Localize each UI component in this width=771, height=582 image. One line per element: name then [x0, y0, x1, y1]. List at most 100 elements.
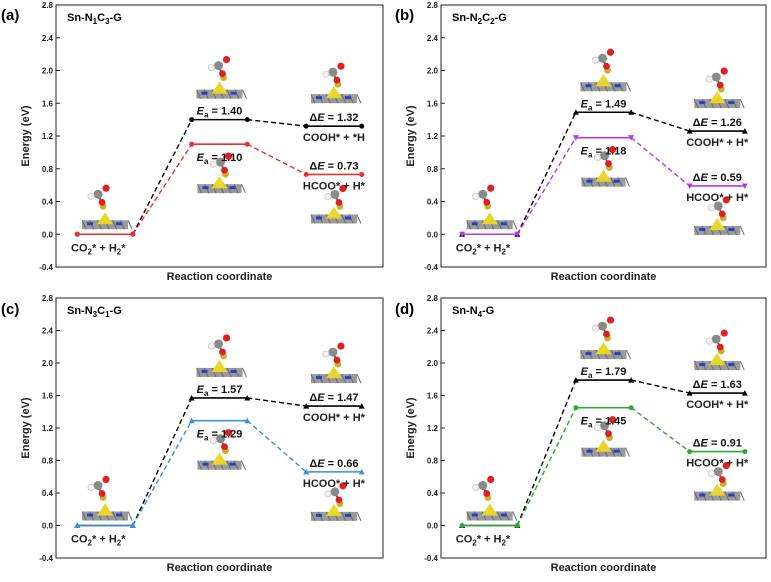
slab-structure-initial: [466, 503, 518, 521]
x-axis-title: Reaction coordinate: [551, 562, 657, 574]
connector-cooh: [516, 111, 577, 235]
data-point: [572, 135, 579, 141]
molecule-icon: [593, 146, 617, 172]
x-axis-title: Reaction coordinate: [551, 271, 657, 283]
panel-letter: (b): [395, 7, 414, 24]
label-initial-state: CO2* + H2*: [456, 534, 511, 548]
label-de-lower: ΔE = 0.91: [693, 438, 742, 450]
label-de-lower: ΔE = 0.59: [693, 172, 742, 184]
y-tick-label: -0.4: [424, 263, 438, 272]
label-ea-lower: Ea = 1.18: [581, 146, 627, 160]
y-tick-label: 2.8: [427, 1, 439, 10]
connector-cooh: [247, 397, 307, 407]
y-tick-label: 2.4: [427, 327, 439, 336]
data-point: [741, 390, 748, 396]
label-final-lower: HCOO* + H*: [303, 180, 366, 192]
molecule-icon: [707, 196, 730, 222]
data-point: [303, 123, 309, 129]
panel-title: Sn-N1C3-G: [67, 12, 122, 26]
connector-hcoo: [516, 137, 577, 235]
label-ea-lower: Ea = 1.29: [197, 429, 243, 443]
y-tick-label: 2.0: [427, 67, 439, 76]
data-point: [358, 403, 365, 409]
label-ea-upper: Ea = 1.79: [581, 366, 627, 380]
data-point: [459, 231, 466, 238]
data-point: [359, 171, 365, 177]
slab-structure-ts-cooh: [196, 359, 247, 378]
y-tick-label: 1.6: [42, 99, 54, 108]
y-tick-label: 1.2: [427, 424, 439, 433]
data-point: [628, 377, 635, 383]
panel-letter: (d): [395, 301, 414, 318]
y-tick-label: 2.4: [42, 327, 54, 336]
label-ea-lower: Ea = 1.10: [197, 152, 243, 166]
label-final-upper: COOH* + H*: [686, 399, 749, 411]
slab-structure-ts-cooh: [580, 74, 631, 92]
label-de-upper: ΔE = 1.63: [693, 379, 742, 391]
slab-structure-ts-hcoo: [197, 176, 246, 194]
y-tick-label: -0.4: [39, 263, 53, 272]
y-tick-label: 1.2: [42, 132, 54, 141]
molecule-icon: [208, 334, 231, 360]
molecule-icon: [324, 482, 347, 508]
slab-structure-final-hcoo: [693, 217, 745, 236]
y-tick-label: 1.6: [42, 392, 54, 401]
connector-hcoo: [246, 143, 307, 176]
y-tick-label: 1.2: [42, 424, 54, 433]
slab-structure-final-cooh: [310, 86, 362, 104]
molecule-icon: [87, 475, 110, 501]
y-tick-label: 0.0: [427, 230, 439, 239]
data-point: [359, 123, 365, 129]
connector-hcoo: [516, 407, 577, 526]
label-initial-state: CO2* + H2*: [456, 242, 511, 256]
y-tick-label: 2.8: [42, 294, 54, 303]
label-initial-state: CO2* + H2*: [71, 242, 126, 256]
y-axis-title: Energy (eV): [405, 397, 417, 458]
connector-cooh: [630, 379, 690, 394]
label-de-lower: ΔE = 0.66: [309, 458, 358, 470]
y-tick-label: 2.8: [427, 294, 439, 303]
y-axis-title: Energy (eV): [20, 397, 32, 458]
panel-title: Sn-N3C1-G: [67, 305, 122, 319]
molecule-icon: [472, 184, 495, 210]
data-point: [244, 394, 251, 401]
y-axis-title: Energy (eV): [405, 105, 417, 166]
slab-structure-initial: [81, 212, 133, 230]
y-axis-title: Energy (eV): [20, 105, 32, 166]
slab-structure-initial: [81, 503, 133, 521]
label-ea-upper: Ea = 1.57: [197, 384, 243, 398]
slab-structure-ts-hcoo: [581, 439, 630, 457]
data-point: [188, 394, 195, 401]
y-tick-label: 2.0: [427, 359, 439, 368]
molecule-icon: [591, 316, 615, 342]
slab-structure-ts-cooh: [580, 342, 631, 360]
y-tick-label: -0.4: [424, 554, 438, 563]
data-point: [686, 183, 693, 189]
connector-cooh: [247, 118, 307, 127]
connector-hcoo: [132, 420, 193, 526]
data-point: [686, 390, 693, 396]
label-final-upper: COOH* + H*: [303, 412, 366, 424]
label-ea-upper: Ea = 1.40: [197, 106, 243, 120]
y-tick-label: 0.0: [427, 522, 439, 531]
label-de-upper: ΔE = 1.26: [693, 117, 742, 129]
data-point: [303, 403, 310, 409]
data-point: [188, 417, 195, 424]
molecule-icon: [87, 184, 110, 210]
slab-structure-ts-hcoo: [581, 169, 630, 187]
molecule-icon: [705, 329, 728, 355]
panel-a: -0.4 0.0 0.4 0.8 1.2 1.6 2.0 2.4 2.8 Energy (eV) R…: [1, 1, 384, 283]
y-tick-label: 2.0: [42, 67, 54, 76]
slab-structure-final-hcoo: [310, 503, 362, 522]
y-tick-label: 0.4: [42, 198, 54, 207]
y-tick-label: 2.0: [42, 359, 54, 368]
connector-hcoo: [630, 407, 691, 453]
slab-structure-final-cooh: [693, 91, 745, 109]
y-tick-label: 1.6: [427, 99, 439, 108]
y-tick-label: -0.4: [39, 554, 53, 563]
label-initial-state: CO2* + H2*: [71, 534, 126, 548]
connector-hcoo: [630, 137, 691, 187]
molecule-icon: [210, 152, 233, 178]
data-point: [358, 468, 365, 475]
slab-structure-final-hcoo: [693, 483, 745, 501]
